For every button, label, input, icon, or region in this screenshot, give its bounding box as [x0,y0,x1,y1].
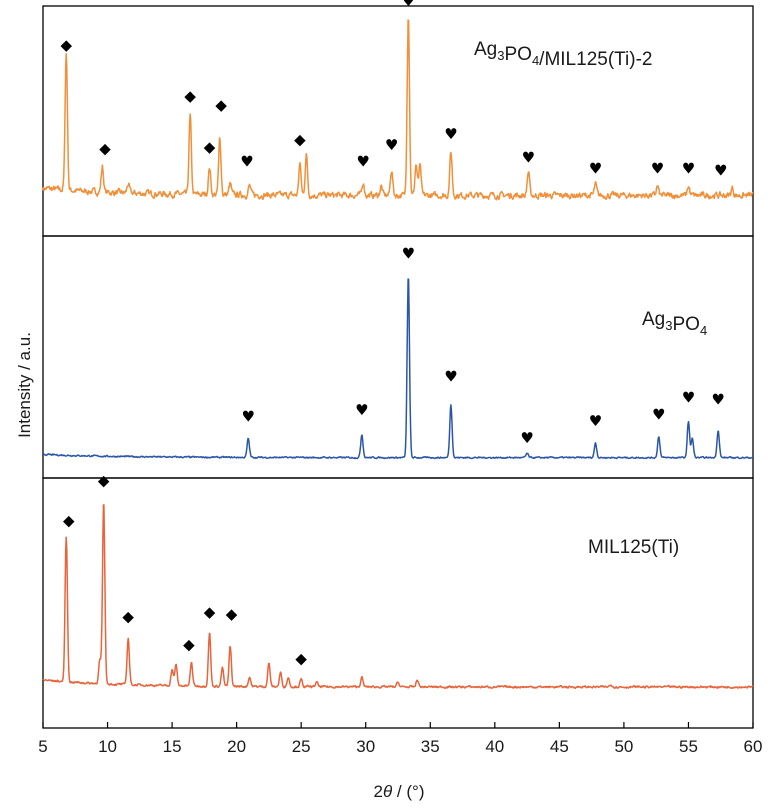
peak-marker-heart-composite: ♥ [356,152,369,170]
x-tick-label: 10 [98,737,117,756]
label-text: Ag [642,309,665,330]
peak-marker-diamond-mil125: ◆ [122,607,134,625]
series-line-composite [42,19,754,201]
peak-marker-heart-composite: ♥ [522,149,535,167]
series-line-ag3po4 [42,278,754,460]
y-axis-title: Intensity / a.u. [15,332,34,438]
peak-marker-heart-ag3po4: ♥ [444,367,457,385]
label-text: /MIL125(Ti)-2 [539,49,652,70]
peak-marker-diamond-composite: ◆ [60,36,72,54]
peak-marker-heart-composite: ♥ [444,125,457,143]
peak-marker-diamond-composite: ◆ [215,96,227,114]
peak-marker-diamond-composite: ◆ [204,138,216,156]
x-axis-title: 2θ / (°) [374,782,425,801]
peak-marker-heart-ag3po4: ♥ [520,429,533,447]
peak-marker-heart-composite: ♥ [240,152,253,170]
peak-marker-diamond-mil125: ◆ [63,512,75,530]
panel-frame-composite [42,5,754,237]
peak-marker-heart-ag3po4: ♥ [242,408,255,426]
peak-marker-heart-composite: ♥ [385,136,398,154]
x-tick-label: 15 [163,737,182,756]
x-tick-label: 50 [614,737,633,756]
peak-marker-diamond-composite: ◆ [99,140,111,158]
peak-marker-diamond-mil125: ◆ [98,472,110,490]
peak-marker-diamond-mil125: ◆ [183,636,195,654]
x-tick-label: 20 [227,737,246,756]
peak-marker-heart-ag3po4: ♥ [652,405,665,423]
peak-marker-diamond-composite: ◆ [184,87,196,105]
x-axis-title-theta: θ [383,782,393,801]
panel-label-mil125: MIL125(Ti) [588,537,679,558]
peak-marker-heart-composite: ♥ [651,160,664,178]
panel-ag3po4: ♥ ♥ ♥ ♥ ♥ ♥ ♥ ♥ ♥ [42,235,754,479]
peak-marker-heart-composite: ♥ [682,160,695,178]
panel-label-ag3po4: Ag3PO4 [642,309,707,338]
peak-marker-heart-ag3po4: ♥ [355,401,368,419]
panel-mil125: ◆ ◆ ◆ ◆ ◆ ◆ ◆ [42,472,754,729]
x-tick-label: 25 [292,737,311,756]
panels: ◆ ◆ ◆ ◆ ◆ ♥ ◆ ♥ ♥ ♥ ♥ ♥ ♥ ♥ ♥ ♥ ♥ ♥ ♥ ♥ ♥ ♥ ♥ ♥ ♥ ◆ ◆ ◆ ◆ ◆ ◆ ◆ [42,0,754,729]
x-tick-label: 5 [38,737,47,756]
x-tick-label: 55 [679,737,698,756]
x-axis: 5 10 15 20 25 30 35 40 45 50 55 60 [38,722,762,756]
x-tick-label: 30 [356,737,375,756]
label-subscript: 4 [532,53,539,68]
peak-marker-heart-ag3po4: ♥ [589,412,602,430]
peak-marker-heart-composite: ♥ [714,161,727,179]
x-tick-label: 35 [421,737,440,756]
x-axis-title-prefix: 2 [374,782,383,801]
peak-marker-heart-ag3po4: ♥ [682,389,695,407]
panel-frame-ag3po4 [42,235,754,479]
panel-frame-mil125 [42,477,754,729]
panel-labels: Ag3PO4/MIL125(Ti)-2 Ag3PO4 MIL125(Ti) [474,39,707,558]
label-text: PO [672,314,699,335]
peak-marker-heart-composite: ♥ [589,160,602,178]
peak-marker-diamond-mil125: ◆ [204,603,216,621]
peak-marker-heart-composite: ♥ [402,0,415,10]
label-text: Ag [474,39,497,60]
label-text: MIL125(Ti) [588,537,679,558]
panel-composite: ◆ ◆ ◆ ◆ ◆ ♥ ◆ ♥ ♥ ♥ ♥ ♥ ♥ ♥ ♥ ♥ [42,0,754,237]
x-axis-title-unit: / (°) [392,782,424,801]
peak-marker-heart-ag3po4: ♥ [711,391,724,409]
label-subscript: 3 [665,318,672,333]
x-tick-label: 45 [550,737,569,756]
x-tick-label: 60 [744,737,763,756]
peak-marker-diamond-composite: ◆ [294,130,306,148]
x-tick-label: 40 [485,737,504,756]
panel-label-composite: Ag3PO4/MIL125(Ti)-2 [474,39,653,70]
peak-marker-heart-ag3po4: ♥ [402,244,415,262]
label-text: PO [504,44,531,65]
label-subscript: 3 [497,48,504,63]
peak-marker-diamond-mil125: ◆ [295,650,307,668]
series-line-mil125 [42,504,754,690]
peak-marker-diamond-mil125: ◆ [226,605,238,623]
label-subscript: 4 [700,323,707,338]
